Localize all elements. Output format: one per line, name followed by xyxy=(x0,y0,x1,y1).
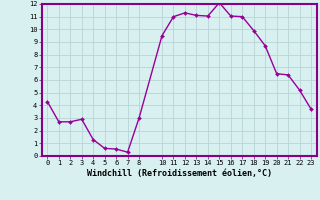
X-axis label: Windchill (Refroidissement éolien,°C): Windchill (Refroidissement éolien,°C) xyxy=(87,169,272,178)
